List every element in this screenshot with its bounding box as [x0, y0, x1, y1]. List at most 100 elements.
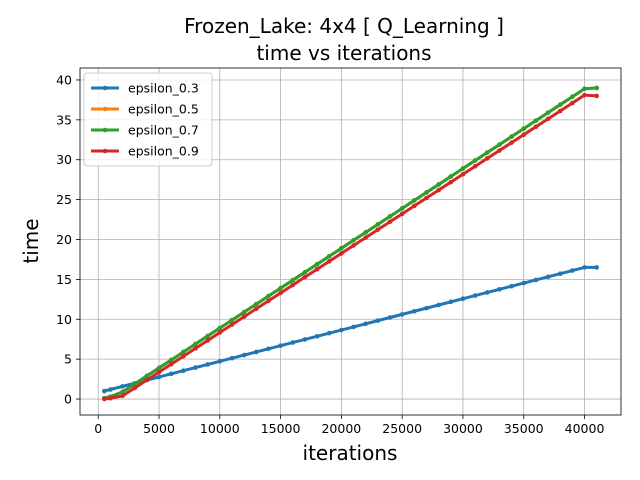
series-point [132, 385, 138, 391]
series-point [387, 315, 393, 320]
legend-item: epsilon_0.7 [91, 123, 199, 138]
y-axis-label: time [19, 218, 43, 263]
series-point [290, 277, 296, 283]
legend-label: epsilon_0.7 [128, 123, 199, 138]
legend-label: epsilon_0.9 [128, 144, 199, 159]
series-point [193, 346, 198, 351]
series-point [120, 393, 125, 399]
series-point [132, 381, 138, 387]
series-point [156, 369, 162, 375]
legend-label: epsilon_0.3 [128, 81, 199, 96]
series-point [326, 330, 332, 336]
series-point [375, 318, 381, 323]
series-line [102, 265, 599, 393]
series-point [120, 389, 125, 395]
series-epsilon_0.9 [102, 92, 599, 402]
y-tick-label: 30 [56, 152, 72, 167]
series-point [594, 93, 599, 99]
series-point [278, 285, 283, 291]
series-point [181, 368, 186, 374]
series-point [533, 118, 539, 123]
series-point [266, 346, 271, 352]
series-point [412, 308, 417, 314]
x-tick-label: 20000 [321, 421, 361, 436]
series-point [521, 126, 527, 131]
series-point [266, 293, 271, 299]
y-tick-label: 15 [56, 272, 72, 287]
series-point [424, 190, 429, 195]
series-point [205, 338, 210, 343]
series-point [339, 245, 344, 251]
series-point [193, 365, 198, 370]
legend-marker [102, 148, 108, 154]
series-point [460, 171, 466, 177]
series-point [570, 94, 575, 100]
series-point [570, 100, 575, 106]
series-point [363, 235, 369, 240]
series-point [436, 187, 441, 193]
series-epsilon_0.3 [102, 265, 599, 394]
legend: epsilon_0.3 epsilon_0.5 epsilon_0.7epsilon… [83, 72, 213, 167]
series-point [472, 158, 478, 163]
series-point [326, 253, 332, 259]
series-point [302, 274, 308, 280]
series-point [363, 230, 369, 235]
legend-marker [102, 85, 108, 91]
x-tick-label: 0 [94, 421, 102, 436]
series-point [217, 330, 223, 335]
series-point [102, 396, 107, 402]
series-point [412, 198, 417, 203]
series-point [181, 349, 186, 355]
series-point [545, 274, 551, 280]
x-tick-label: 40000 [565, 421, 605, 436]
y-tick-label: 20 [56, 232, 72, 247]
chart-title: Frozen_Lake: 4x4 [ Q_Learning ] [184, 14, 504, 38]
x-tick-label: 5000 [143, 421, 175, 436]
legend-marker [102, 127, 108, 133]
x-tick-label: 15000 [261, 421, 301, 436]
series-point [460, 296, 466, 302]
series-point [278, 290, 283, 296]
series-point [144, 373, 150, 379]
series-point [205, 333, 210, 339]
series-point [557, 271, 563, 276]
x-tick-label: 30000 [443, 421, 483, 436]
legend-box [83, 72, 213, 167]
series-point [253, 349, 259, 355]
series-point [472, 293, 478, 298]
series-point [241, 352, 247, 358]
y-tick-label: 35 [56, 112, 72, 127]
x-tick-label: 35000 [504, 421, 544, 436]
series-point [241, 309, 247, 315]
series-point [484, 150, 490, 155]
series-point [594, 85, 599, 91]
y-tick-label: 5 [64, 352, 72, 367]
series-point [509, 140, 514, 145]
series-point [302, 337, 308, 342]
series-point [168, 371, 174, 377]
y-tick-label: 40 [56, 72, 72, 87]
series-point [570, 268, 575, 273]
series-point [375, 227, 381, 232]
series-point [217, 325, 223, 331]
series-point [497, 148, 502, 153]
series-point [266, 298, 271, 304]
series-point [399, 206, 405, 211]
x-tick-label: 10000 [200, 421, 240, 436]
series-point [436, 302, 441, 308]
series-point [193, 341, 198, 347]
series-point [290, 340, 296, 345]
legend-item: epsilon_0.9 [91, 144, 199, 159]
series-point [582, 86, 587, 92]
series-point [399, 312, 405, 317]
series-point [521, 280, 527, 286]
series-point [594, 265, 599, 270]
series-point [509, 134, 514, 139]
series-point [424, 305, 429, 311]
series-point [545, 116, 551, 122]
y-tick-label: 10 [56, 312, 72, 327]
legend-item: epsilon_0.3 [91, 81, 199, 96]
series-point [102, 388, 107, 394]
series-point [144, 377, 150, 383]
